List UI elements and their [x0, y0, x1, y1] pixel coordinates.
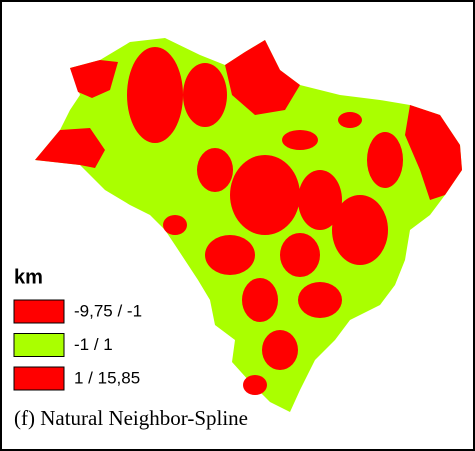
- red-zone: [367, 132, 403, 188]
- red-zone: [332, 195, 388, 265]
- legend-title: km: [14, 266, 43, 288]
- red-zone: [127, 47, 183, 143]
- red-zone: [243, 375, 267, 395]
- red-zone: [242, 278, 278, 322]
- red-zone: [183, 63, 227, 127]
- red-zone: [163, 215, 187, 235]
- legend-swatch: [13, 333, 65, 357]
- red-zone: [70, 60, 118, 98]
- red-zones: [35, 40, 462, 395]
- red-zone: [280, 233, 320, 277]
- caption: (f) Natural Neighbor-Spline: [14, 406, 248, 430]
- red-zone: [298, 282, 342, 318]
- red-zone: [197, 148, 233, 192]
- legend-label: -1 / 1: [74, 335, 113, 354]
- red-zone: [230, 155, 300, 235]
- red-zone: [262, 330, 298, 370]
- red-zone: [35, 128, 105, 168]
- map: [35, 38, 462, 412]
- red-zone: [282, 130, 318, 150]
- red-zone: [205, 235, 255, 275]
- legend-swatch: [13, 299, 65, 324]
- legend-label: -9,75 / -1: [74, 301, 142, 320]
- legend: -9,75 / -1 -1 / 1 1 / 15,85: [13, 299, 142, 391]
- red-zone: [225, 40, 300, 115]
- red-zone: [405, 105, 462, 200]
- legend-label: 1 / 15,85: [74, 368, 140, 387]
- red-zone: [338, 112, 362, 128]
- red-zone: [298, 170, 342, 230]
- legend-swatch: [13, 366, 65, 391]
